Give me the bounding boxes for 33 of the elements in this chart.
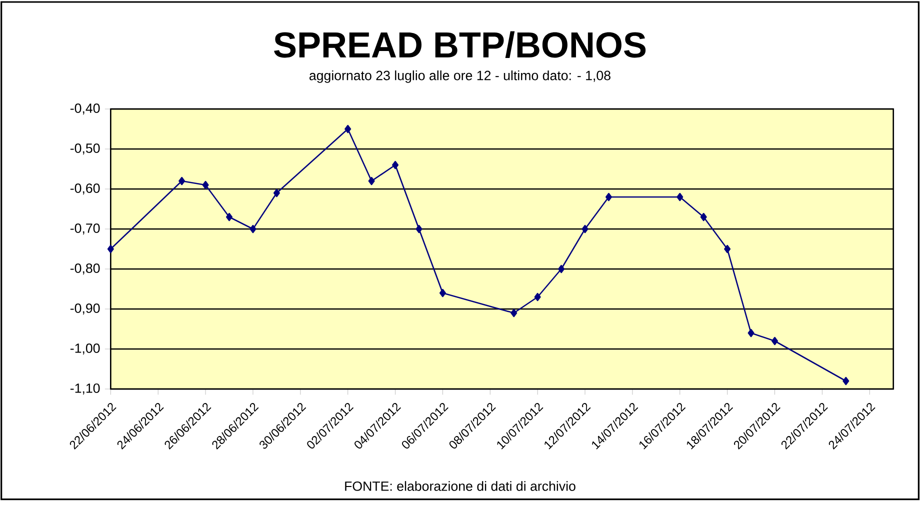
y-tick-label: -0,50 <box>70 144 100 155</box>
point <box>534 292 541 302</box>
y-tick-label: -0,60 <box>70 184 100 195</box>
point <box>226 212 233 222</box>
source-note: FONTE: elaborazione di dati di archivio <box>345 481 576 491</box>
chart-subtitle: aggiornato 23 luglio alle ore 12 - ultimo dato: - 1,08 <box>309 70 610 83</box>
point <box>558 264 565 274</box>
point <box>344 124 352 134</box>
y-tick-label: -0,70 <box>70 224 100 235</box>
point <box>273 188 280 198</box>
y-tick-label: -0,90 <box>70 304 100 315</box>
point <box>510 308 518 318</box>
point <box>676 192 684 202</box>
point <box>700 212 707 222</box>
point <box>178 176 186 186</box>
y-tick-label: -0,40 <box>70 104 100 115</box>
point <box>107 244 114 254</box>
point <box>582 224 588 234</box>
y-tick-label: -1,10 <box>70 383 100 395</box>
point <box>250 224 256 234</box>
chart-title: SPREAD BTP/BONOS <box>274 31 646 58</box>
point <box>605 192 612 202</box>
point <box>439 288 446 298</box>
point <box>748 328 754 338</box>
y-tick-label: -1,00 <box>70 343 100 355</box>
point <box>724 244 731 254</box>
point <box>416 224 422 234</box>
point <box>771 336 778 346</box>
point <box>392 160 399 170</box>
point <box>368 176 375 186</box>
point <box>842 376 850 386</box>
point <box>202 180 209 190</box>
y-tick-label: -0,80 <box>70 264 100 275</box>
